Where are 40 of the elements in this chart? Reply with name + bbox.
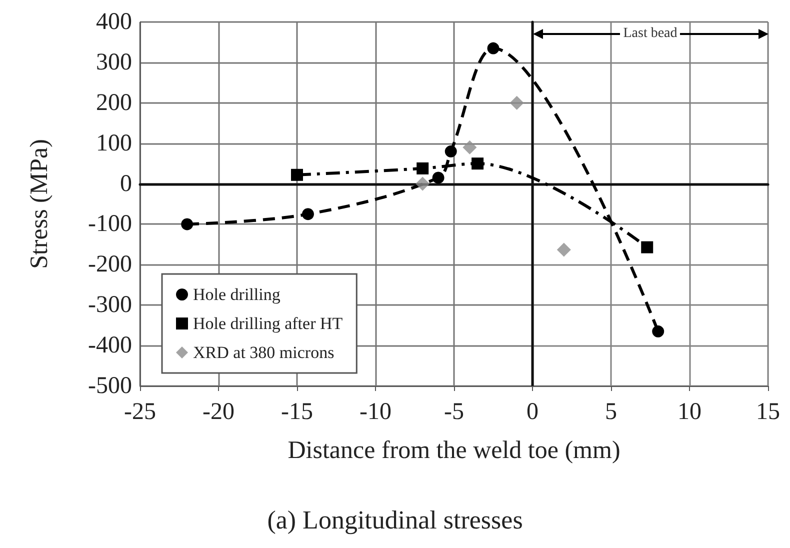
x-tick-label: 0 bbox=[526, 399, 538, 425]
band-label: Last bead bbox=[620, 26, 680, 42]
point bbox=[462, 140, 477, 154]
legend-label: Hole drilling bbox=[193, 285, 281, 304]
point bbox=[510, 96, 524, 110]
y-tick-label: -300 bbox=[88, 292, 132, 318]
x-tick-label: -20 bbox=[202, 399, 234, 425]
legend-label: Hole drilling after HT bbox=[193, 314, 344, 333]
point bbox=[641, 241, 654, 254]
point bbox=[472, 158, 484, 170]
point bbox=[416, 176, 430, 191]
y-tick-label: -200 bbox=[88, 252, 132, 278]
point bbox=[487, 42, 500, 54]
point bbox=[416, 162, 429, 174]
point bbox=[652, 325, 664, 338]
x-tick-label: 5 bbox=[605, 399, 617, 425]
point bbox=[444, 145, 457, 158]
point bbox=[556, 242, 571, 257]
x-tick-label: -10 bbox=[360, 399, 392, 425]
x-tick-label: -25 bbox=[124, 399, 156, 425]
legend-label: XRD at 380 microns bbox=[193, 343, 334, 362]
x-tick-label: 10 bbox=[678, 399, 702, 425]
y-tick-label: 400 bbox=[96, 9, 132, 35]
point bbox=[432, 172, 444, 184]
y-tick-label: 200 bbox=[96, 90, 132, 116]
point bbox=[302, 208, 314, 220]
text: (a) Longitudinal stresses bbox=[267, 506, 523, 534]
y-axis-title: Stress (MPa) bbox=[26, 139, 53, 269]
y-tick-label: -500 bbox=[88, 373, 132, 399]
y-tick-label: 0 bbox=[120, 170, 132, 197]
y-tick-label: -400 bbox=[88, 332, 132, 359]
y-tick-label: 300 bbox=[96, 49, 132, 76]
x-tick-label: 15 bbox=[756, 399, 780, 425]
x-tick-label: -15 bbox=[281, 399, 313, 425]
point bbox=[181, 218, 194, 230]
x-tick-label: -5 bbox=[444, 399, 464, 425]
y-tick-label: -100 bbox=[88, 211, 132, 238]
y-tick-label: 100 bbox=[96, 130, 132, 156]
x-axis-title: Distance from the weld toe (mm) bbox=[288, 437, 620, 464]
point bbox=[291, 168, 303, 181]
